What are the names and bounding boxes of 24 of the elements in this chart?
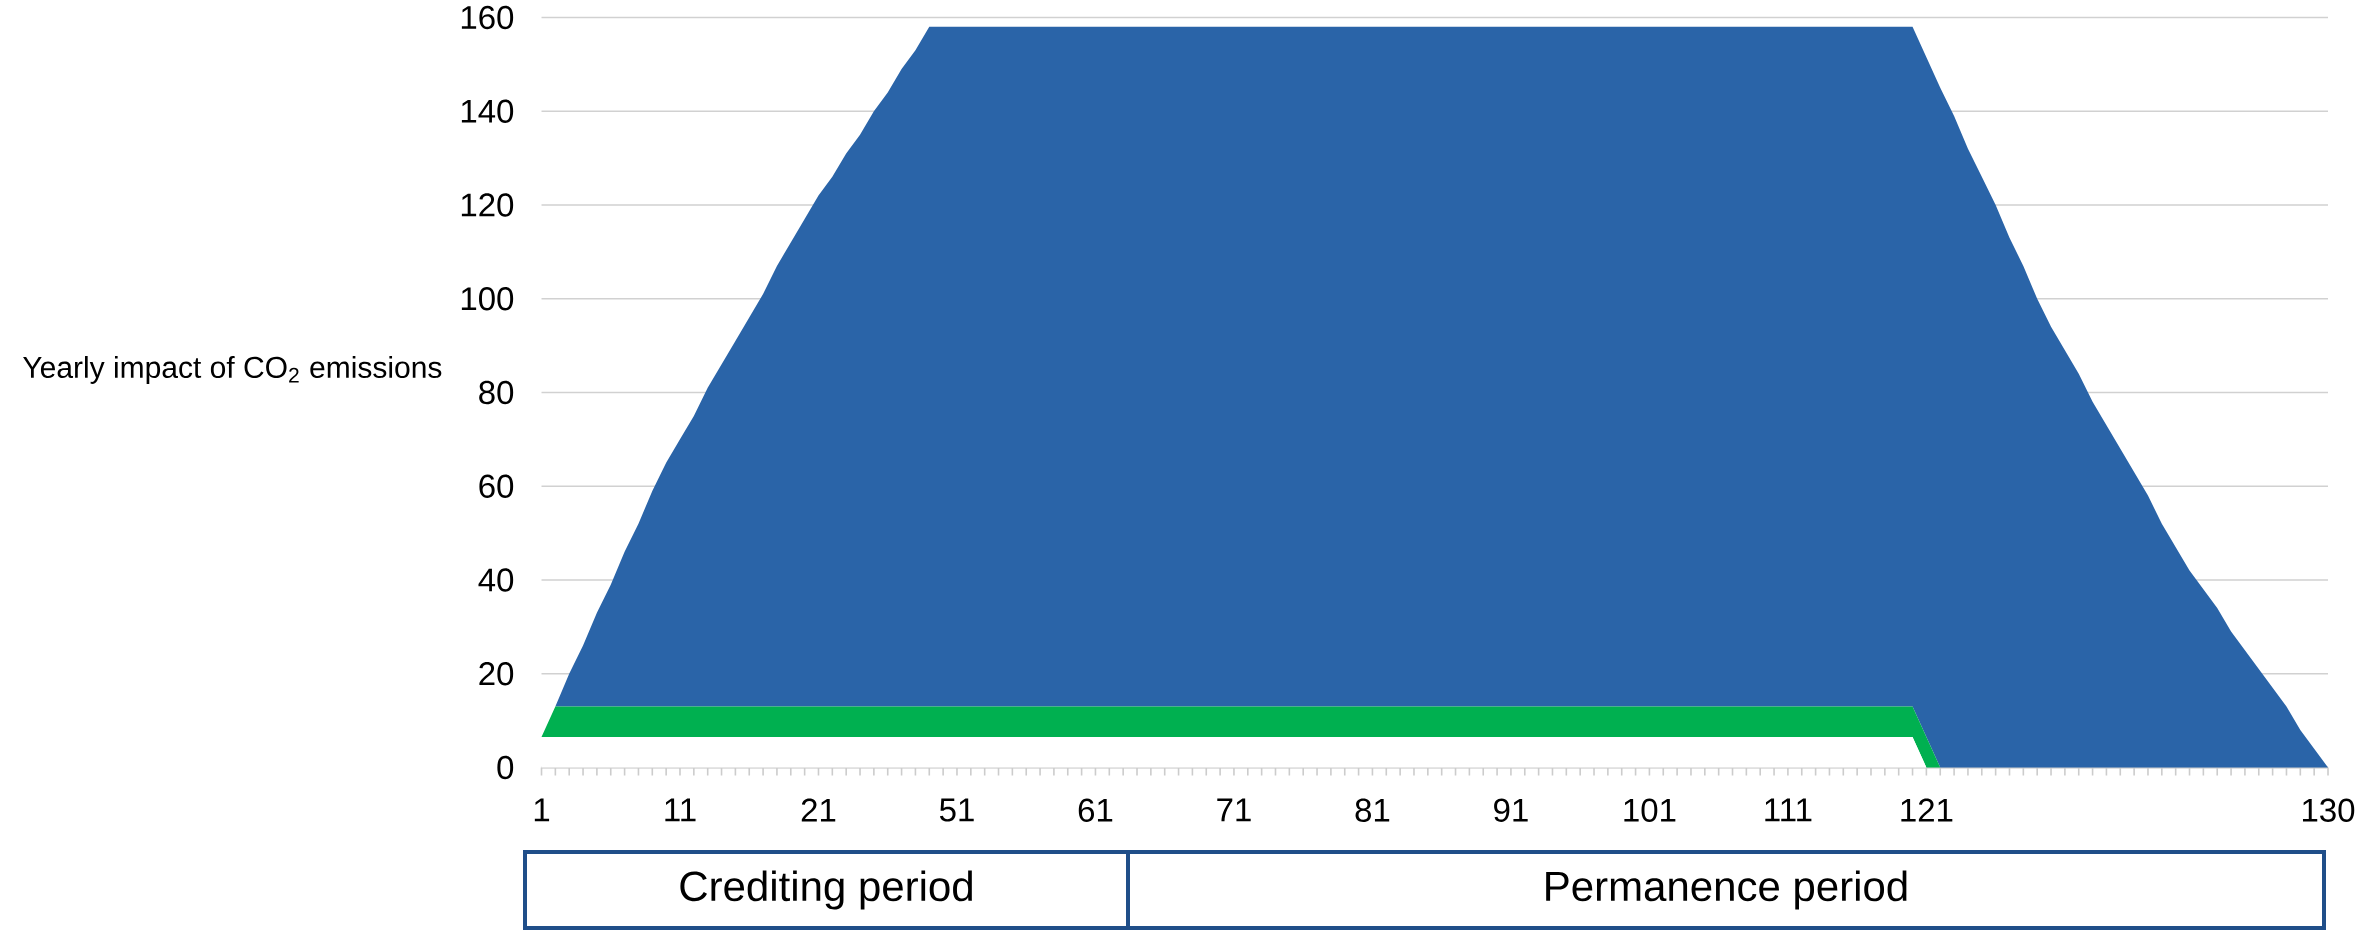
y-tick-label: 60 [479,474,514,498]
x-tick-label: 121 [1901,798,1953,822]
x-tick-label: 81 [1355,798,1390,822]
x-tick-label: 130 [2302,798,2355,822]
x-tick-label: 51 [939,798,974,822]
x-tick-label: 11 [665,798,696,822]
y-tick-label: 80 [479,380,514,405]
x-tick-label: 91 [1494,798,1528,822]
y-tick-label: 100 [461,287,514,311]
y-tick-label: 160 [461,5,514,30]
x-tick-label: 1 [534,798,550,822]
text: Crediting period [680,870,972,910]
text: Permanence period [1546,870,1907,910]
y-tick-label: 20 [479,662,514,686]
y-tick-label: 120 [461,193,514,217]
x-tick-label: 61 [1078,798,1113,822]
x-tick-label: 71 [1217,798,1251,822]
x-tick-label: 101 [1624,798,1676,822]
y-tick-label: 40 [478,568,514,592]
y-axis-title: Yearly impact of CO$_{2}$ emissions [23,356,442,384]
y-tick-label: 0 [497,755,514,780]
x-tick-label: 21 [801,798,836,822]
x-tick-label: 111 [1765,798,1812,822]
y-tick-label: 140 [461,99,514,123]
